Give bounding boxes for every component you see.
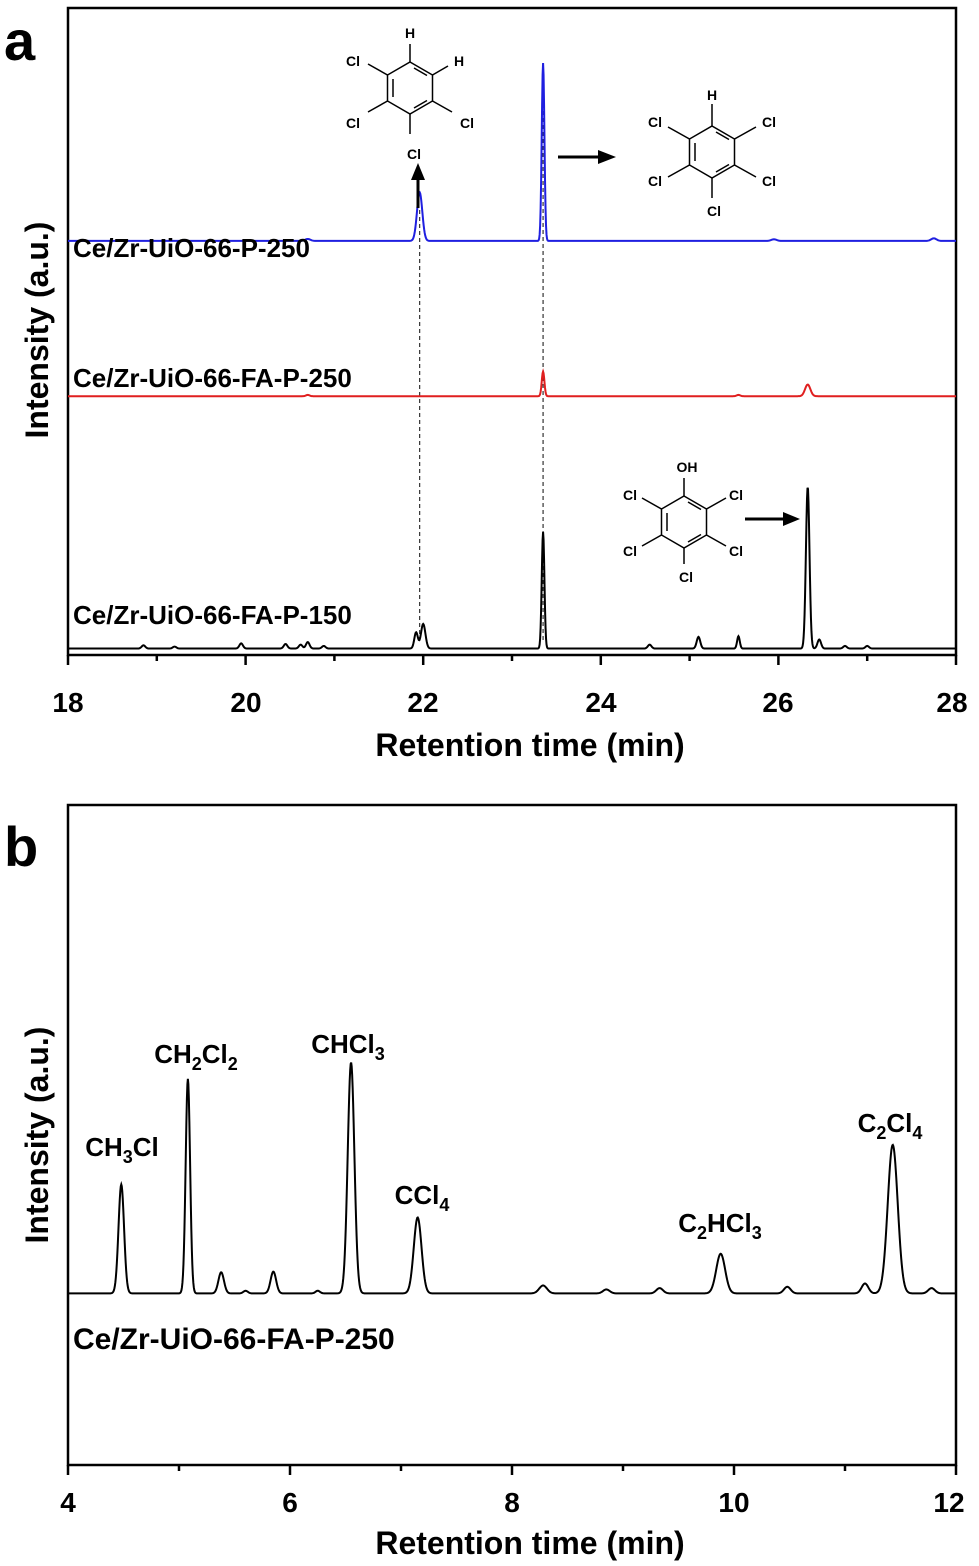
atom-label: Cl <box>729 543 743 559</box>
panel-letter-b: b <box>4 815 38 878</box>
atom-label: Cl <box>648 114 662 130</box>
x-tick-label: 12 <box>933 1487 964 1518</box>
benzene-ring-icon <box>367 44 453 134</box>
x-tick-label: 10 <box>718 1487 749 1518</box>
atom-label: OH <box>677 459 698 475</box>
atom-label: Cl <box>460 115 474 131</box>
atom-label: Cl <box>407 146 421 162</box>
peak-label-ch3cl: CH3Cl <box>85 1132 159 1167</box>
peak-label-c2hcl3: C2HCl3 <box>678 1208 762 1243</box>
x-tick-labels-a: 18 20 22 24 26 28 <box>52 687 967 718</box>
atom-label: Cl <box>707 203 721 219</box>
series-label-fa-p250: Ce/Zr-UiO-66-FA-P-250 <box>73 363 352 393</box>
dashed-guides-a <box>419 104 544 643</box>
panel-letter-a: a <box>4 9 36 72</box>
x-tick-labels-b: 4 6 8 10 12 <box>60 1487 964 1518</box>
arrow-up-icon <box>411 163 425 208</box>
y-axis-title-a: Intensity (a.u.) <box>19 222 55 439</box>
x-axis-title-b: Retention time (min) <box>375 1525 684 1561</box>
pentachlorophenol-structure: OH Cl Cl Cl Cl Cl <box>623 459 743 585</box>
x-tick-label: 26 <box>762 687 793 718</box>
panel-a: a 18 20 22 24 26 28 Retention time (min)… <box>4 6 968 763</box>
x-tick-label: 22 <box>407 687 438 718</box>
x-axis-title-a: Retention time (min) <box>375 727 684 763</box>
benzene-ring-icon <box>641 478 727 564</box>
pentachlorobenzene-structure: H Cl Cl Cl Cl Cl <box>648 87 776 219</box>
x-ticks-b <box>66 1465 958 1475</box>
atom-label: Cl <box>762 114 776 130</box>
atom-label: Cl <box>623 487 637 503</box>
x-tick-label: 18 <box>52 687 83 718</box>
plot-frame-a <box>66 6 958 657</box>
atom-label: H <box>707 87 717 103</box>
x-tick-label: 8 <box>504 1487 520 1518</box>
arrow-right-icon <box>745 512 800 526</box>
series-line-p250 <box>68 62 956 242</box>
panel-b: b 4 6 8 10 12 Retention time (min) Inten… <box>4 803 965 1561</box>
atom-label: H <box>454 53 464 69</box>
atom-label: Cl <box>346 53 360 69</box>
peak-label-ccl4: CCl4 <box>395 1180 450 1215</box>
x-tick-label: 4 <box>60 1487 76 1518</box>
atom-label: Cl <box>648 173 662 189</box>
x-tick-label: 28 <box>936 687 967 718</box>
series-label-p250: Ce/Zr-UiO-66-P-250 <box>73 233 310 263</box>
atom-label: H <box>405 25 415 41</box>
atom-label: Cl <box>623 543 637 559</box>
x-tick-label: 6 <box>282 1487 298 1518</box>
plot-frame-b <box>66 803 958 1467</box>
atom-label: Cl <box>679 569 693 585</box>
series-label-b: Ce/Zr-UiO-66-FA-P-250 <box>73 1323 395 1356</box>
peak-label-ch2cl2: CH2Cl2 <box>154 1039 238 1074</box>
x-tick-label: 20 <box>230 687 261 718</box>
series-line-fa-p150 <box>68 487 956 650</box>
x-ticks-a <box>66 655 958 665</box>
peak-label-c2cl4: C2Cl4 <box>858 1108 923 1143</box>
x-tick-label: 24 <box>585 687 617 718</box>
series-line-fa-p250 <box>68 368 956 398</box>
atom-label: Cl <box>729 487 743 503</box>
y-axis-title-b: Intensity (a.u.) <box>19 1027 55 1244</box>
atom-label: Cl <box>346 115 360 131</box>
arrow-right-icon <box>558 150 616 164</box>
benzene-ring-icon <box>667 104 757 198</box>
tetrachlorobenzene-structure: H H Cl Cl Cl Cl <box>346 25 474 162</box>
series-label-fa-p150: Ce/Zr-UiO-66-FA-P-150 <box>73 600 352 630</box>
atom-label: Cl <box>762 173 776 189</box>
peak-label-chcl3: CHCl3 <box>311 1029 385 1064</box>
series-line-fa-p250-b <box>68 1062 956 1295</box>
